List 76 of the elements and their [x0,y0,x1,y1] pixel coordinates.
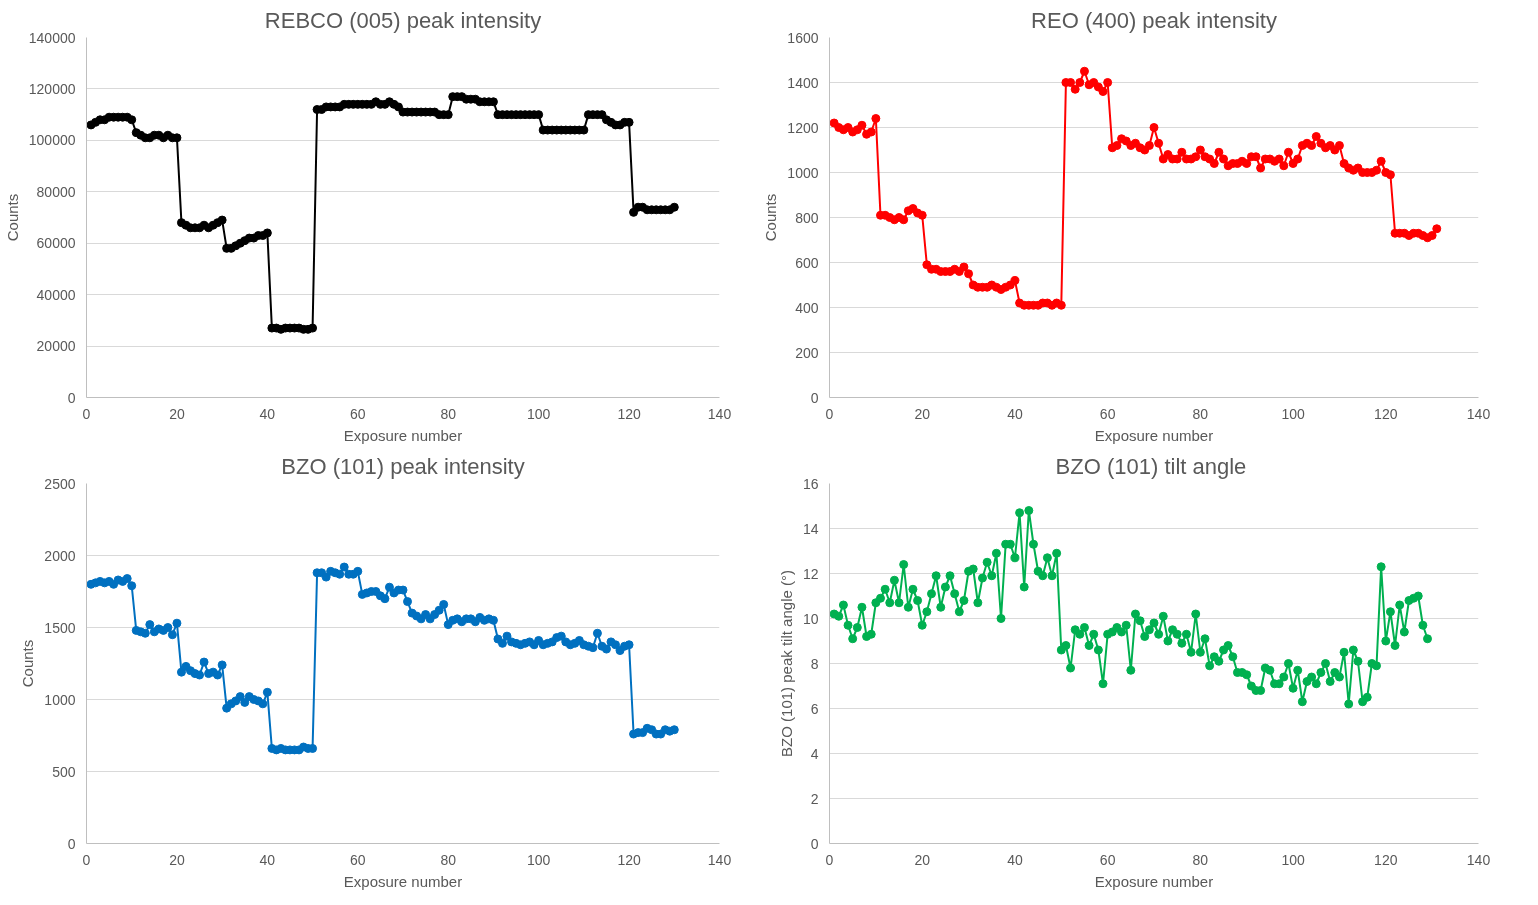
y-tick-label: 20000 [36,338,76,355]
y-tick-label: 1000 [787,164,819,181]
y-axis-title: Counts [19,639,37,688]
x-axis-title: Exposure number [1094,872,1214,890]
y-tick-label: 1500 [44,619,76,636]
y-tick-label: 1600 [787,29,819,46]
x-tick-label: 0 [82,405,91,422]
x-tick-label: 120 [1374,851,1398,868]
x-tick-label: 0 [82,851,91,868]
x-tick-label: 20 [169,851,185,868]
y-axis-title: Counts [762,193,780,242]
x-tick-label: 140 [707,405,732,422]
x-tick-label: 40 [259,851,276,868]
y-tick-label: 120000 [28,80,76,97]
chart-title: REBCO (005) peak intensity [264,7,542,33]
x-tick-label: 120 [617,405,641,422]
y-tick-label: 1400 [787,74,819,91]
y-tick-label: 2 [810,790,819,807]
y-tick-label: 12 [802,565,819,582]
x-tick-label: 120 [1374,405,1398,422]
x-tick-label: 80 [440,405,457,422]
y-tick-label: 500 [52,763,76,780]
x-tick-label: 0 [825,405,834,422]
y-tick-label: 4 [810,745,819,762]
y-tick-label: 600 [795,254,819,271]
x-tick-label: 40 [1007,405,1023,422]
x-tick-label: 60 [350,405,366,422]
y-tick-label: 60000 [36,235,76,252]
x-tick-label: 60 [350,851,366,868]
y-tick-label: 2000 [44,547,76,564]
y-tick-label: 0 [810,389,819,406]
x-axis-title: Exposure number [343,426,463,444]
y-tick-label: 800 [795,209,819,226]
x-tick-label: 60 [1099,851,1116,868]
y-tick-label: 1200 [787,119,819,136]
x-tick-label: 80 [1192,851,1209,868]
y-axis-title: BZO (101) peak tilt angle (°) [777,570,795,757]
y-tick-label: 40000 [36,286,76,303]
y-tick-label: 0 [810,835,819,852]
x-tick-label: 100 [1281,405,1305,422]
chart-title: BZO (101) tilt angle [1055,453,1247,479]
x-tick-label: 80 [1192,405,1209,422]
x-tick-label: 60 [1099,405,1116,422]
x-tick-label: 20 [169,405,185,422]
x-axis-title: Exposure number [343,872,463,890]
y-tick-label: 100000 [28,132,76,149]
chart-title: BZO (101) peak intensity [281,453,525,479]
y-tick-label: 2500 [44,475,76,492]
y-tick-label: 6 [810,700,819,717]
x-axis-title: Exposure number [1094,426,1214,444]
x-tick-label: 140 [707,851,732,868]
x-tick-label: 20 [914,405,931,422]
y-tick-label: 16 [802,475,819,492]
x-tick-label: 140 [1466,851,1491,868]
y-tick-label: 140000 [28,29,76,46]
x-tick-label: 120 [617,851,641,868]
y-tick-label: 8 [810,655,819,672]
x-tick-label: 40 [259,405,276,422]
x-tick-label: 40 [1007,851,1023,868]
y-tick-label: 1000 [44,691,76,708]
y-tick-label: 10 [802,610,819,627]
y-tick-label: 80000 [36,183,76,200]
x-tick-label: 100 [1281,851,1305,868]
y-tick-label: 0 [67,835,76,852]
x-tick-label: 0 [825,851,834,868]
y-tick-label: 0 [67,389,76,406]
y-axis-title: Counts [3,193,21,242]
x-tick-label: 100 [526,405,551,422]
x-tick-label: 80 [440,851,457,868]
x-tick-label: 20 [914,851,931,868]
x-tick-label: 100 [526,851,551,868]
y-tick-label: 200 [795,344,819,361]
y-tick-label: 14 [802,520,819,537]
y-tick-label: 400 [795,299,819,316]
chart-title: REO (400) peak intensity [1031,7,1277,33]
x-tick-label: 140 [1466,405,1491,422]
